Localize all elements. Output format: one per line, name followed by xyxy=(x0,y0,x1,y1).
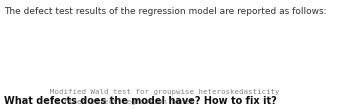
Text: in fixed effect regression model: in fixed effect regression model xyxy=(50,98,194,104)
Text: What defects does the model have? How to fix it?: What defects does the model have? How to… xyxy=(4,96,277,106)
Text: Modified Wald test for groupwise heteroskedasticity: Modified Wald test for groupwise heteros… xyxy=(50,89,280,95)
Text: The defect test results of the regression model are reported as follows:: The defect test results of the regressio… xyxy=(4,7,327,16)
